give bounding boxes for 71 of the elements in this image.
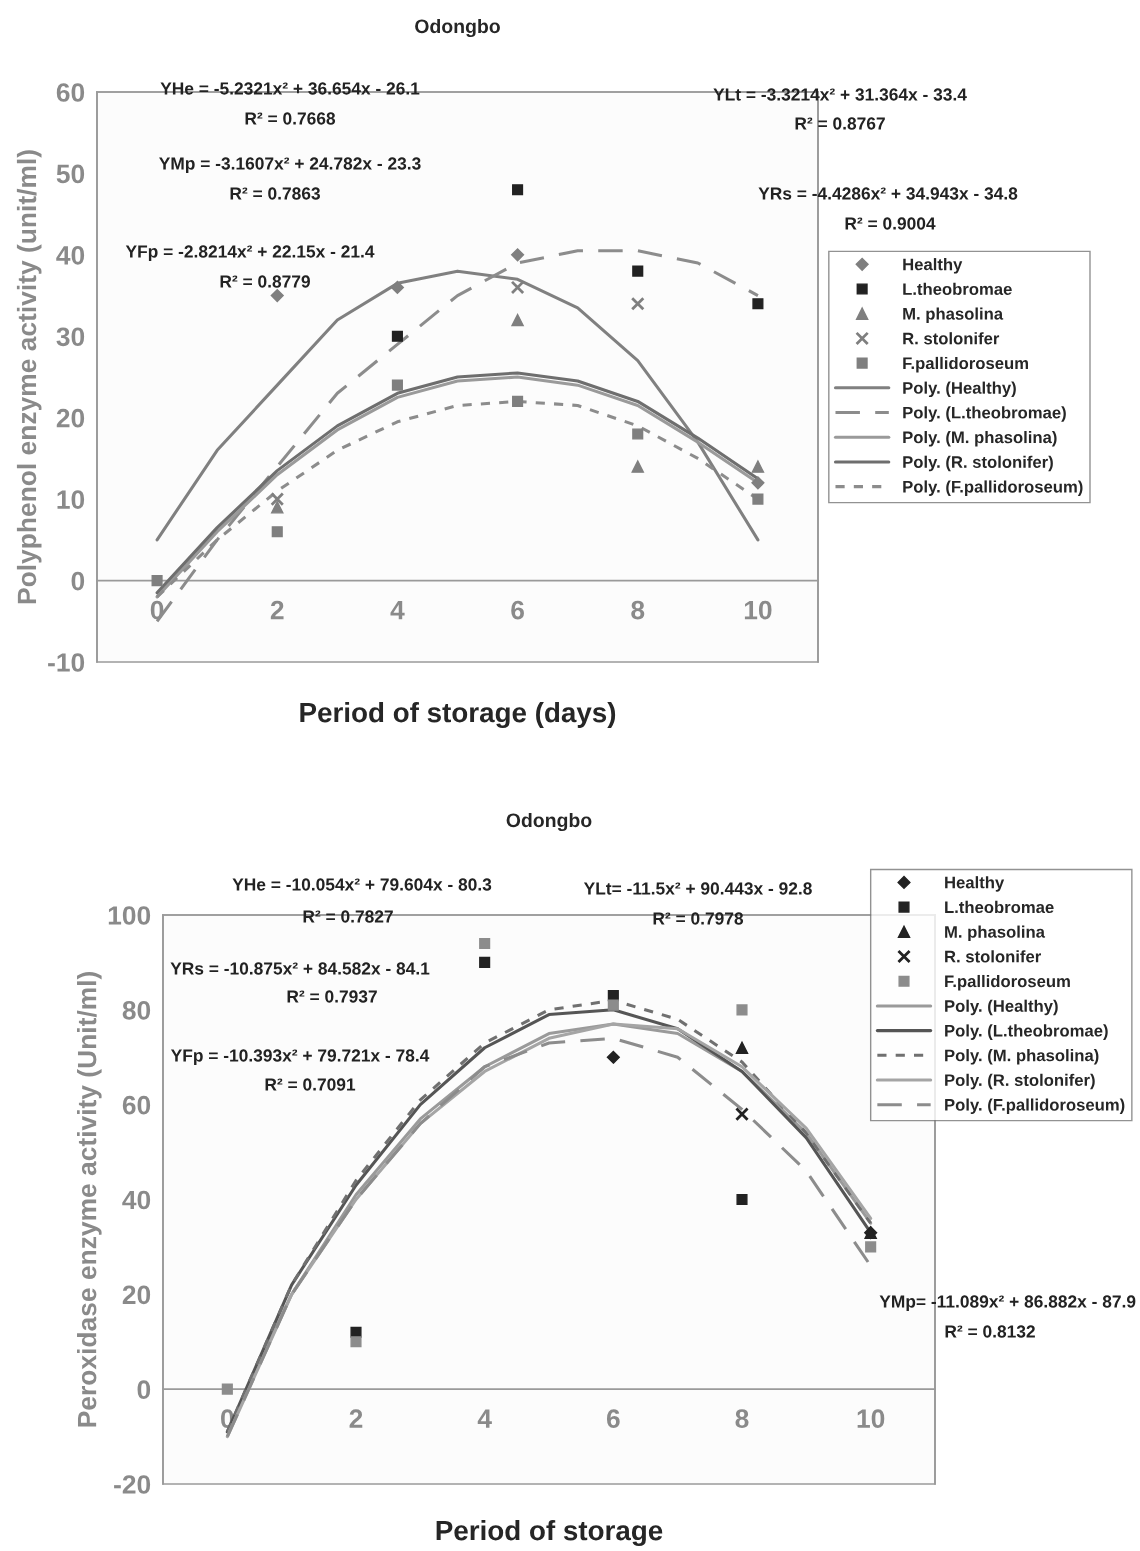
legend-label: Healthy [903,258,963,274]
annotation: R² = 0.8779 [220,275,310,288]
y-tick-label: 20 [122,1285,151,1305]
x-tick-label: 2 [270,600,284,620]
y-tick-label: 40 [56,245,85,265]
legend-label: M. phasolina [903,307,1004,324]
legend-label: Poly. (F.pallidoroseum) [945,1098,1125,1115]
legend-label: Poly. (L.theobromae) [903,406,1066,422]
legend-label: Healthy [945,876,1005,892]
legend-label: L.theobromae [945,900,1054,914]
x-tick-label: 4 [390,600,405,620]
x-tick-label: 10 [857,1409,885,1428]
legend-label: L.theobromae [903,282,1012,296]
x-tick-label: 4 [477,1409,492,1428]
y-tick-label: 60 [56,83,85,102]
x-tick-label: 8 [631,600,645,620]
annotation: R² = 0.7827 [303,910,393,923]
y-axis-title: Peroxidase enzyme activity (Unit/ml) [77,972,102,1427]
annotation: YLt = -3.3214x² + 31.364x - 33.4 [713,88,967,101]
x-tick-label: 2 [349,1409,363,1428]
y-tick-label: 80 [122,1000,151,1020]
x-axis-title: Period of storage (days) [300,701,616,729]
annotation: YRs = -10.875x² + 84.582x - 84.1 [170,962,430,975]
legend-label: M. phasolina [945,925,1046,942]
x-axis-title: Period of storage [436,1519,663,1547]
legend-label: R. stolonifer [945,950,1041,963]
text: YHe = -10.054x² + 79.604x - 80.3 [232,878,492,891]
legend-label: R. stolonifer [903,332,1000,345]
annotation: YRs = -4.4286x² + 34.943x - 34.8 [758,187,1018,200]
y-tick-label: -10 [48,653,85,672]
legend-label: Poly. (M. phasolina) [903,430,1057,447]
legend-label: Poly. (Healthy) [903,381,1016,398]
chart-title: Odongbo [506,812,592,832]
annotation: YHe = -5.2321x² + 36.654x - 26.1 [160,82,420,95]
legend-label: Poly. (L.theobromae) [945,1024,1108,1040]
annotation: YMp= -11.089x² + 86.882x - 87.9 [879,1295,1136,1312]
annotation: R² = 0.7863 [230,187,320,200]
legend-label: Poly. (M. phasolina) [945,1049,1099,1065]
annotation: R² = 0.7091 [265,1078,356,1091]
text: R² = 0.9004 [845,217,936,230]
annotation: YFp = -2.8214x² + 22.15x - 21.4 [125,245,375,262]
x-tick-label: 6 [511,600,524,620]
text: R² = 0.8132 [945,1325,1035,1338]
x-tick-label: 10 [744,600,772,620]
annotation: R² = 0.8767 [795,117,885,130]
annotation: R² = 0.7937 [287,990,377,1003]
annotation: R² = 0.7978 [653,912,744,925]
x-tick-label: 6 [606,1409,620,1428]
y-tick-label: 10 [57,490,85,509]
y-tick-label: 30 [56,327,85,347]
legend-label: F.pallidoroseum [945,974,1070,991]
y-tick-label: 40 [122,1190,151,1210]
y-tick-label: 50 [56,164,85,184]
annotation: YFp = -10.393x² + 79.721x - 78.4 [170,1049,430,1066]
legend-label: Poly. (Healthy) [945,999,1058,1016]
y-axis-title: Polyphenol enzyme activity (unit/ml) [16,150,42,604]
legend-label: Poly. (R. stolonifer) [903,455,1053,472]
text: YLt= -11.5x² + 90.443x - 92.8 [583,882,812,895]
y-tick-label: -20 [114,1475,151,1494]
y-tick-label: 20 [56,408,85,428]
annotation: R² = 0.7668 [245,112,336,125]
x-tick-label: 8 [735,1409,749,1428]
y-tick-label: 0 [137,1380,151,1399]
y-tick-label: 0 [71,571,85,591]
y-tick-label: 100 [108,906,151,925]
y-tick-label: 60 [122,1095,151,1115]
chart-title: Odongbo [415,18,500,38]
legend-label: F.pallidoroseum [903,356,1028,373]
legend-label: Poly. (F.pallidoroseum) [903,480,1083,496]
legend-label: Poly. (R. stolonifer) [945,1073,1095,1090]
annotation: YMp = -3.1607x² + 24.782x - 23.3 [159,157,421,174]
